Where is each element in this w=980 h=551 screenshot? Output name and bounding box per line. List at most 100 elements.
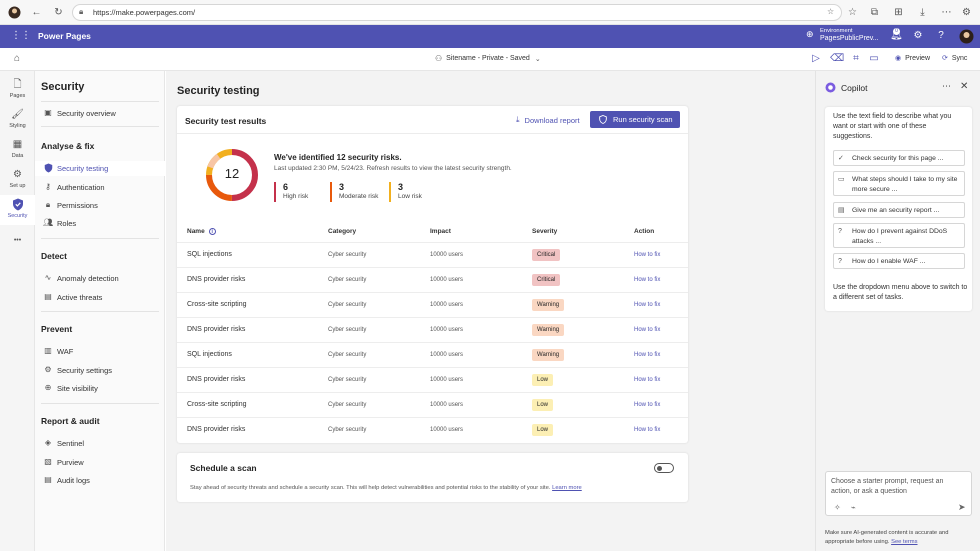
how-to-fix-link[interactable]: How to fix [634,427,661,433]
attach-icon[interactable]: ⌁ [851,503,856,512]
run-security-scan-button[interactable]: Run security scan [590,111,680,128]
sidebar-item-security-settings[interactable]: ⚙ Security settings [35,363,165,378]
sidebar-item-label: Security testing [57,164,109,173]
suggestion-ddos[interactable]: ? How do I prevent against DDoS attacks … [833,223,965,248]
environment-name: PagesPublicPrev... [820,35,879,42]
risk-label: Moderate risk [339,193,379,200]
cell-name: DNS provider risks [187,426,246,433]
sidebar-item-site-visibility[interactable]: ⊕ Site visibility [35,381,165,396]
rail-item-styling[interactable]: 🖌︎ Styling [0,105,35,135]
send-icon[interactable]: ➤ [958,502,966,512]
how-to-fix-link[interactable]: How to fix [634,302,661,308]
see-terms-link[interactable]: See terms [891,538,918,545]
back-icon[interactable]: ← [31,7,42,18]
star-icon[interactable]: ☆ [827,7,835,16]
sidebar-item-purview[interactable]: ▧ Purview [35,455,165,470]
code-icon[interactable]: ⌗ [853,53,859,64]
collections-icon[interactable]: ⧉ [870,7,879,18]
group-prevent: Prevent [41,324,73,334]
copilot-prompt-input[interactable]: Choose a starter prompt, request an acti… [825,471,972,516]
environment-picker[interactable]: Environment PagesPublicPrev... [820,28,879,42]
downloads-icon[interactable]: ⤓ [920,7,925,18]
app-launcher-icon[interactable]: ⋮⋮ [11,30,31,41]
suggestion-steps-secure[interactable]: ▭ What steps should I take to my site mo… [833,171,965,196]
column-header-severity[interactable]: Severity [532,228,558,235]
column-header-name[interactable]: Name i [187,228,216,235]
sidebar-item-label: Anomaly detection [57,274,119,283]
sidebar-item-overview[interactable]: ▣ Security overview [35,106,165,121]
suggestion-check-security[interactable]: ✓ Check security for this page ... [833,150,965,166]
favorites-icon[interactable]: ☆ [848,7,857,18]
eye-icon: ◉ [895,55,902,62]
site-status[interactable]: ⚇ Sitename - Private - Saved ⌄ [435,54,541,63]
address-bar[interactable]: 🔒︎ https://make.powerpages.com/ ☆ [72,4,842,21]
how-to-fix-link[interactable]: How to fix [634,377,661,383]
table-row: DNS provider risks Cyber security 10000 us… [177,417,688,442]
preview-button[interactable]: ◉ Preview [895,54,930,63]
severity-badge: Low [532,374,554,386]
schedule-toggle[interactable] [654,463,674,473]
suggestion-security-report[interactable]: ▤ Give me an security report ... [833,202,965,218]
how-to-fix-link[interactable]: How to fix [634,252,661,258]
rail-item-setup[interactable]: ⚙ Set up [0,165,35,195]
browser-menu-icon[interactable]: ⋯ [941,7,952,18]
sidebar-item-sentinel[interactable]: ◈ Sentinel [35,436,165,451]
profile-avatar-icon[interactable] [8,6,21,19]
refresh-icon[interactable]: ↻ [54,7,63,18]
donut-segment-low [206,149,258,201]
notifications-icon[interactable]: 🔔︎ [890,30,903,41]
sidebar-item-security-testing[interactable]: Security testing [35,161,165,176]
suggestion-enable-waf[interactable]: ? How do I enable WAF ... [833,253,965,269]
sidebar-item-anomaly-detection[interactable]: ∿ Anomaly detection [35,271,165,286]
copilot-logo-icon [825,82,837,94]
sparkle-icon[interactable]: ✧ [834,503,841,512]
how-to-fix-link[interactable]: How to fix [634,352,661,358]
sidebar-item-roles[interactable]: 👥︎ Roles [35,216,165,231]
cell-impact: 10000 users [430,277,464,283]
how-to-fix-link[interactable]: How to fix [634,277,661,283]
severity-badge: Critical [532,249,561,261]
rail-item-pages[interactable]: 🗋︎ Pages [0,75,35,105]
clear-cache-icon[interactable]: ⌫ [830,53,845,64]
browser-settings-icon[interactable]: ⚙ [962,7,971,18]
copilot-title: Copilot [841,83,868,93]
sidebar-item-label: Roles [57,219,77,228]
extensions-icon[interactable]: ⊞ [894,7,903,18]
settings-icon[interactable]: ⚙ [913,30,923,41]
disclaimer-text: Make sure AI-generated content is accura… [825,530,949,545]
severity-badge: Low [532,399,554,411]
close-icon[interactable]: ✕ [960,81,969,92]
home-icon[interactable]: ⌂ [13,53,21,64]
rail-more-button[interactable]: ••• [0,231,35,261]
run-icon[interactable]: ▷ [812,53,820,64]
sidebar-item-permissions[interactable]: 🔒︎ Permissions [35,198,165,213]
risk-count: 3 [398,182,404,192]
sidebar-item-waf[interactable]: ▥ WAF [35,344,165,359]
how-to-fix-link[interactable]: How to fix [634,402,661,408]
cell-name: DNS provider risks [187,326,246,333]
sidebar-item-label: Active threats [57,293,103,302]
sync-button[interactable]: ⟳ Sync [942,54,967,63]
download-report-link[interactable]: ⤓ Download report [516,115,580,125]
cell-category: Cyber security [328,302,367,308]
sidebar-item-authentication[interactable]: ⚷ Authentication [35,180,165,195]
column-header-action[interactable]: Action [634,228,655,235]
help-icon[interactable]: ? [938,30,944,41]
more-options-icon[interactable]: ⋯ [942,81,951,91]
sidebar-item-audit-logs[interactable]: ▤ Audit logs [35,473,165,488]
rail-item-security[interactable]: Security [0,195,35,225]
how-to-fix-link[interactable]: How to fix [634,327,661,333]
check-circle-icon: ✓ [838,155,844,162]
sidebar-item-active-threats[interactable]: ▤ Active threats [35,290,165,305]
comment-icon[interactable]: ▭ [869,53,879,64]
cell-impact: 10000 users [430,302,464,308]
user-avatar[interactable] [959,29,974,44]
column-header-impact[interactable]: Impact [430,228,451,235]
learn-more-link[interactable]: Learn more [552,485,582,491]
sidebar-item-label: Sentinel [57,439,85,448]
cell-name: Cross-site scripting [187,301,247,308]
info-icon[interactable]: i [208,228,216,235]
column-header-category[interactable]: Category [328,228,357,235]
cell-impact: 10000 users [430,252,464,258]
rail-item-data[interactable]: ▦ Data [0,135,35,165]
